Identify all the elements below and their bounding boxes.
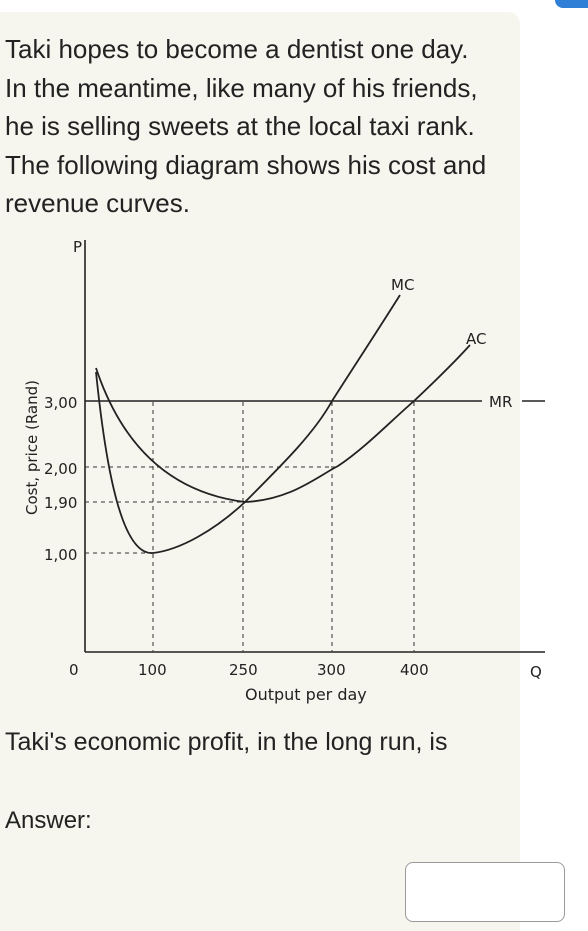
mc-label: MC [391, 276, 414, 294]
question-line-5: revenue curves. [5, 188, 190, 218]
question-line-3: he is selling sweets at the local taxi r… [5, 111, 475, 141]
ac-curve [95, 344, 471, 503]
answer-label: Answer: [5, 807, 92, 834]
x-tick-300: 300 [317, 661, 346, 679]
x-axis-label: Output per day [245, 685, 367, 704]
question-text: Taki hopes to become a dentist one day. … [5, 30, 515, 223]
y-tick-200: 2,00 [44, 460, 77, 478]
top-right-accent [555, 0, 588, 8]
question-card [0, 12, 520, 931]
question-line-2: In the meantime, like many of his friend… [5, 72, 478, 103]
y-axis-letter: P [73, 238, 82, 256]
x-tick-400: 400 [400, 661, 429, 679]
guide-lines [85, 402, 415, 652]
ac-label: AC [466, 330, 486, 348]
question-line-4: The following diagram shows his cost and [5, 149, 487, 180]
origin-label: 0 [69, 661, 79, 679]
y-tick-300: 3,00 [44, 394, 77, 412]
question-line-1: Taki hopes to become a dentist one day. [5, 34, 469, 64]
cost-revenue-diagram: P Q 0 Cost, price (Rand) Output per day … [23, 238, 545, 704]
y-axis-label: Cost, price (Rand) [23, 380, 41, 515]
x-tick-250: 250 [229, 661, 258, 679]
mr-label: MR [489, 393, 512, 411]
answer-field[interactable] [405, 862, 565, 922]
x-tick-100: 100 [138, 661, 167, 679]
mc-curve [95, 294, 401, 554]
x-axis-letter: Q [530, 663, 542, 681]
profit-question: Taki's economic profit, in the long run,… [5, 728, 448, 756]
y-tick-100: 1,00 [44, 546, 77, 564]
y-tick-190: 1,90 [44, 494, 77, 512]
